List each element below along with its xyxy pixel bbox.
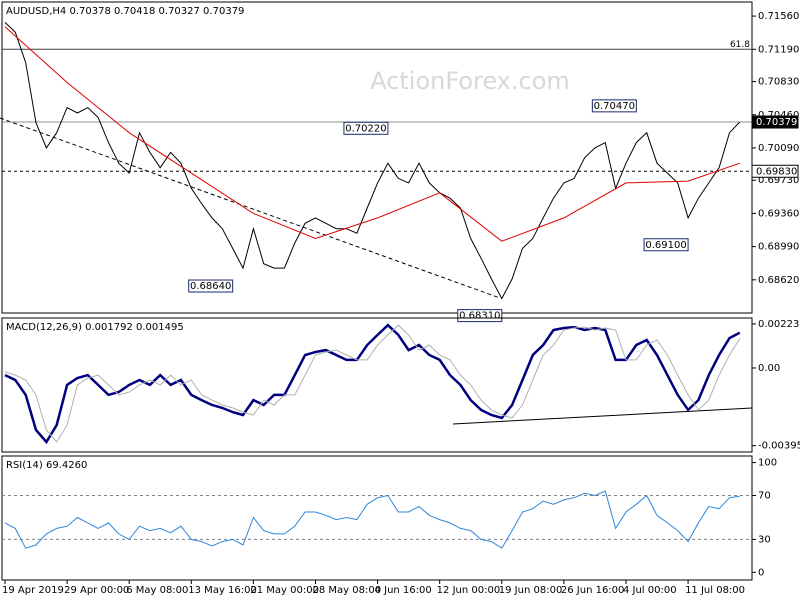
level-label: 61.8 (730, 40, 750, 50)
y-tick-label: -0.00395 (758, 441, 800, 452)
annotation-label: 0.68310 (459, 311, 500, 322)
y-tick-label: 0.69360 (758, 208, 799, 219)
annotation-box (188, 279, 234, 293)
x-tick-label: 19 Apr 2019 (2, 585, 64, 596)
price-label-box (751, 164, 799, 178)
panel-title: RSI(14) 69.4260 (6, 460, 87, 471)
price-label: 0.69830 (756, 166, 797, 177)
annotation-label: 0.69100 (645, 240, 686, 251)
y-tick-label: 0.70460 (758, 110, 799, 121)
y-tick-label: 0.68620 (758, 275, 799, 286)
panel-title: AUDUSD,H4 0.70378 0.70418 0.70327 0.7037… (6, 6, 244, 17)
annotation-box (457, 309, 503, 323)
y-tick-label: 0 (758, 567, 764, 578)
price-label-box (751, 115, 799, 129)
annotation-label: 0.70220 (345, 123, 386, 134)
watermark: ActionForex.com (370, 67, 570, 95)
series-line (4, 323, 741, 445)
annotation-label: 0.68640 (190, 281, 231, 292)
y-tick-label: 0.69730 (758, 175, 799, 186)
y-tick-label: 70 (758, 491, 771, 502)
y-tick-label: 100 (758, 458, 777, 469)
x-tick-label: 19 Jun 08:00 (499, 585, 563, 596)
price-label: 0.70379 (756, 117, 797, 128)
y-tick-label: 30 (758, 534, 771, 545)
panel-frame (1, 317, 753, 453)
annotation-label: 0.70470 (594, 101, 635, 112)
y-tick-label: 0.70830 (758, 77, 799, 88)
annotation-box (591, 99, 637, 113)
y-tick-label: 0.002237 (758, 319, 800, 330)
series-line (4, 26, 740, 242)
annotation-box (643, 238, 689, 252)
y-tick-label: 0.71190 (758, 44, 799, 55)
y-tick-label: 0.00 (758, 363, 780, 374)
panel-frame (1, 455, 753, 581)
x-tick-label: 12 Jun 00:00 (437, 585, 501, 596)
series-line (4, 324, 741, 443)
series-line (4, 22, 741, 300)
x-tick-label: 29 Apr 00:00 (64, 585, 129, 596)
y-tick-label: 0.71560 (758, 11, 799, 22)
x-tick-label: 4 Jun 16:00 (375, 585, 432, 596)
panel-frame (1, 1, 753, 314)
x-tick-label: 6 May 08:00 (126, 585, 188, 596)
x-tick-label: 13 May 16:00 (188, 585, 257, 596)
panel-title: MACD(12,26,9) 0.001792 0.001495 (6, 322, 184, 333)
y-tick-label: 0.68990 (758, 242, 799, 253)
macd-trend-line (452, 407, 753, 425)
series-line (4, 490, 740, 549)
y-tick-label: 0.70090 (758, 143, 799, 154)
x-tick-label: 26 Jun 16:00 (561, 585, 625, 596)
x-tick-label: 11 Jul 08:00 (685, 585, 745, 596)
x-tick-label: 28 May 08:00 (312, 585, 381, 596)
trend-line (0, 117, 501, 299)
x-tick-label: 4 Jul 00:00 (623, 585, 677, 596)
annotation-box (343, 121, 389, 135)
x-tick-label: 21 May 00:00 (250, 585, 319, 596)
